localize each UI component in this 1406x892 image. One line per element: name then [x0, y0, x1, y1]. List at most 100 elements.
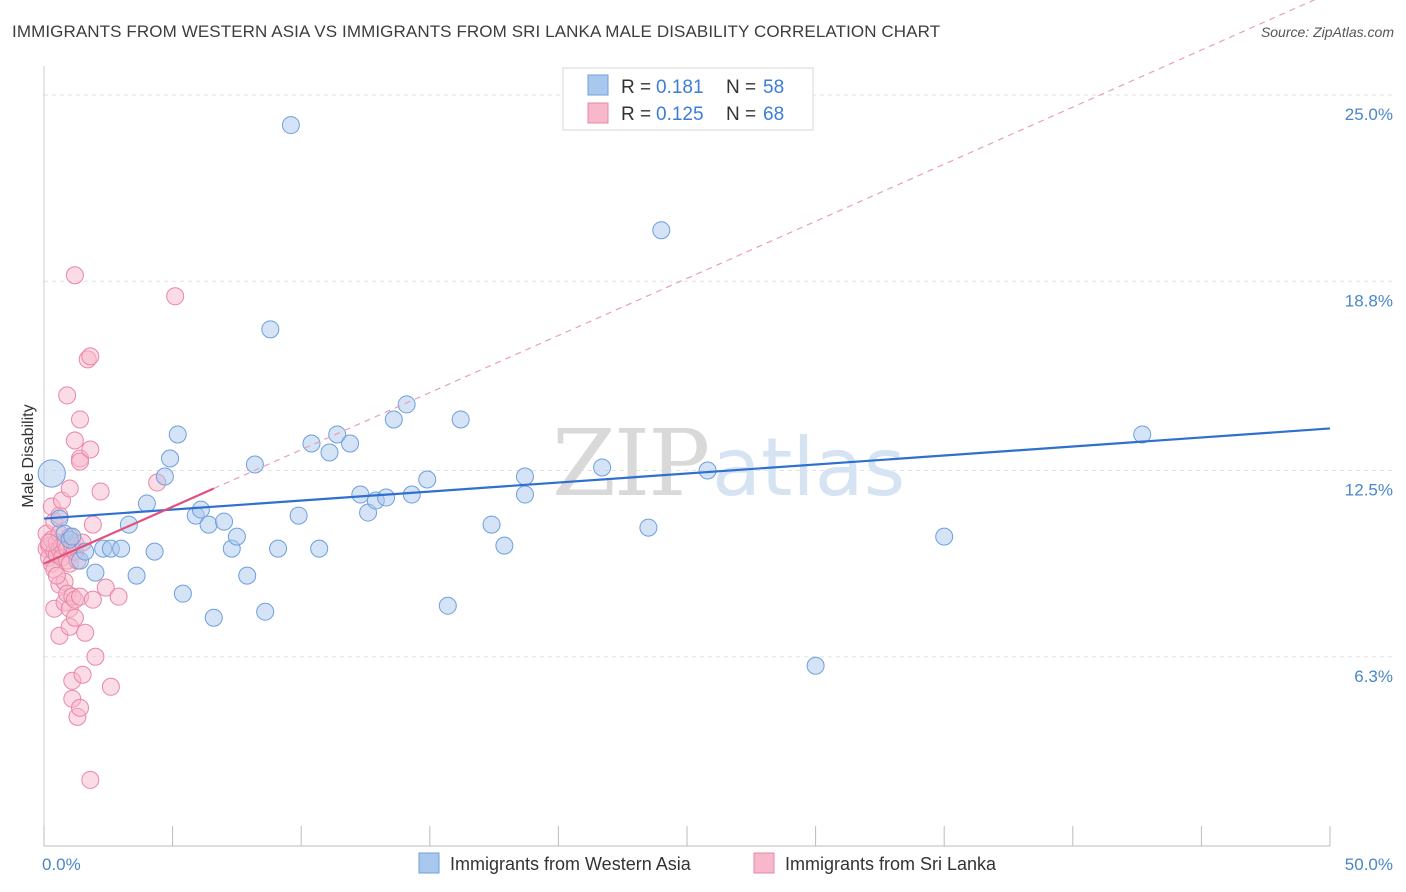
data-point-western-asia — [191, 500, 210, 519]
data-point-western-asia — [593, 458, 612, 477]
trend-line-sri-lanka — [43, 487, 215, 565]
y-tick-label: 25.0% — [1345, 105, 1393, 124]
data-point-western-asia — [515, 467, 534, 486]
data-point-western-asia — [384, 410, 403, 429]
data-point-western-asia — [145, 542, 164, 561]
data-point-sri-lanka — [71, 452, 90, 471]
data-point-western-asia — [281, 116, 300, 135]
data-point-western-asia — [438, 596, 457, 615]
data-point-western-asia — [168, 425, 187, 444]
legend-swatch-sri-lanka — [587, 102, 609, 124]
data-point-western-asia — [302, 434, 321, 453]
data-point-western-asia — [1133, 425, 1152, 444]
data-point-western-asia — [397, 395, 416, 414]
data-point-western-asia — [451, 410, 470, 429]
data-point-western-asia — [269, 539, 288, 558]
y-axis-label: Male Disability — [20, 404, 37, 507]
trend-line-sri-lanka-extrapolated — [213, 0, 1316, 490]
bottom-legend: Immigrants from Western Asia Immigrants … — [418, 852, 997, 874]
data-point-western-asia — [199, 515, 218, 534]
legend-n-value-1: 58 — [763, 77, 784, 98]
data-point-sri-lanka — [40, 533, 59, 552]
legend: R = 0.181 N = 58 R = 0.125 N = 68 — [562, 67, 814, 131]
data-point-sri-lanka — [81, 440, 100, 459]
data-point-sri-lanka — [96, 578, 115, 597]
data-point-western-asia — [127, 566, 146, 585]
legend-n-label-1: N = — [726, 77, 756, 98]
data-point-western-asia — [377, 488, 396, 507]
data-point-sri-lanka — [73, 665, 92, 684]
source-credit: Source: ZipAtlas.com — [1260, 24, 1394, 40]
data-point-western-asia — [482, 515, 501, 534]
y-tick-label: 18.8% — [1345, 291, 1393, 310]
watermark: ZIP atlas — [552, 410, 905, 517]
bottom-legend-swatch-western-asia — [418, 852, 440, 874]
bottom-legend-label-sri-lanka: Immigrants from Sri Lanka — [785, 854, 997, 874]
y-tick-label: 6.3% — [1354, 667, 1393, 686]
legend-r-label-2: R = — [621, 104, 651, 125]
data-point-sri-lanka — [81, 347, 100, 366]
chart-title: IMMIGRANTS FROM WESTERN ASIA VS IMMIGRAN… — [12, 22, 941, 41]
legend-r-label-1: R = — [621, 77, 651, 98]
data-point-western-asia — [328, 425, 347, 444]
data-point-sri-lanka — [83, 515, 102, 534]
bottom-legend-label-western-asia: Immigrants from Western Asia — [450, 854, 692, 874]
data-points — [37, 116, 1152, 789]
data-point-western-asia — [173, 584, 192, 603]
data-point-sri-lanka — [76, 623, 95, 642]
trend-lines — [43, 0, 1331, 565]
data-point-sri-lanka — [91, 482, 110, 501]
data-point-western-asia — [227, 527, 246, 546]
axes — [43, 66, 1331, 847]
data-point-western-asia — [161, 449, 180, 468]
legend-n-label-2: N = — [726, 104, 756, 125]
data-point-western-asia — [351, 485, 370, 504]
data-point-western-asia — [86, 563, 105, 582]
data-point-western-asia — [639, 518, 658, 537]
data-point-sri-lanka — [60, 479, 79, 498]
data-point-western-asia — [37, 459, 66, 488]
data-point-sri-lanka — [86, 647, 105, 666]
legend-n-value-2: 68 — [763, 104, 784, 125]
watermark-atlas: atlas — [712, 421, 905, 514]
data-point-sri-lanka — [65, 266, 84, 285]
data-point-western-asia — [341, 434, 360, 453]
x-tick-label: 50.0% — [1345, 855, 1393, 874]
data-point-western-asia — [495, 536, 514, 555]
data-point-western-asia — [310, 539, 329, 558]
data-point-western-asia — [238, 566, 257, 585]
x-tick-label: 0.0% — [42, 855, 81, 874]
data-point-western-asia — [289, 506, 308, 525]
data-point-western-asia — [155, 467, 174, 486]
data-point-western-asia — [215, 512, 234, 531]
legend-r-value-2: 0.125 — [656, 104, 704, 125]
data-point-sri-lanka — [83, 590, 102, 609]
data-point-sri-lanka — [71, 410, 90, 429]
tick-labels: 6.3% 12.5% 18.8% 25.0% 0.0% 50.0% — [42, 105, 1393, 874]
data-point-sri-lanka — [65, 608, 84, 627]
watermark-zip: ZIP — [552, 410, 708, 517]
data-point-western-asia — [204, 608, 223, 627]
trend-line-western-asia — [43, 427, 1331, 520]
data-point-sri-lanka — [58, 386, 77, 405]
legend-r-value-1: 0.181 — [656, 77, 704, 98]
data-point-western-asia — [137, 494, 156, 513]
data-point-western-asia — [935, 527, 954, 546]
data-point-western-asia — [63, 527, 82, 546]
data-point-western-asia — [261, 320, 280, 339]
data-point-western-asia — [418, 470, 437, 489]
data-point-sri-lanka — [101, 677, 120, 696]
legend-swatch-western-asia — [587, 74, 609, 96]
data-point-western-asia — [698, 461, 717, 480]
data-point-sri-lanka — [166, 287, 185, 306]
data-point-sri-lanka — [71, 698, 90, 717]
grid-lines — [44, 94, 1392, 658]
data-point-western-asia — [652, 221, 671, 240]
data-point-sri-lanka — [47, 566, 66, 585]
data-point-sri-lanka — [81, 770, 100, 789]
data-point-sri-lanka — [65, 431, 84, 450]
data-point-sri-lanka — [109, 587, 128, 606]
data-point-western-asia — [112, 539, 131, 558]
data-point-western-asia — [515, 485, 534, 504]
data-point-western-asia — [806, 656, 825, 675]
